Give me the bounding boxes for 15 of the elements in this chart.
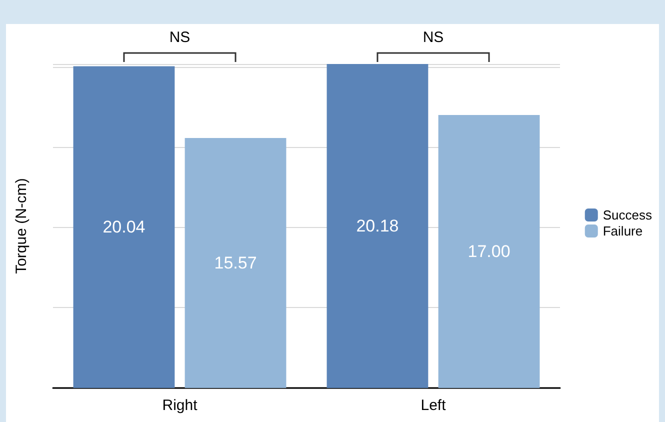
data-label: 20.18 — [356, 216, 399, 236]
data-label: 15.57 — [214, 254, 257, 273]
bar — [73, 66, 175, 388]
bar — [326, 64, 428, 388]
legend-label: Failure — [602, 224, 643, 238]
x-tick-label: Left — [420, 397, 447, 414]
data-label: 20.04 — [102, 218, 146, 237]
bar — [438, 115, 540, 388]
x-tick-label: Right — [162, 397, 198, 414]
text: NS — [422, 29, 444, 46]
legend-label: Success — [602, 208, 652, 222]
bar — [184, 138, 286, 388]
text: NS — [169, 29, 190, 46]
data-label: 17.00 — [468, 242, 510, 262]
y-axis-title: Torque (N-cm) — [13, 178, 30, 274]
